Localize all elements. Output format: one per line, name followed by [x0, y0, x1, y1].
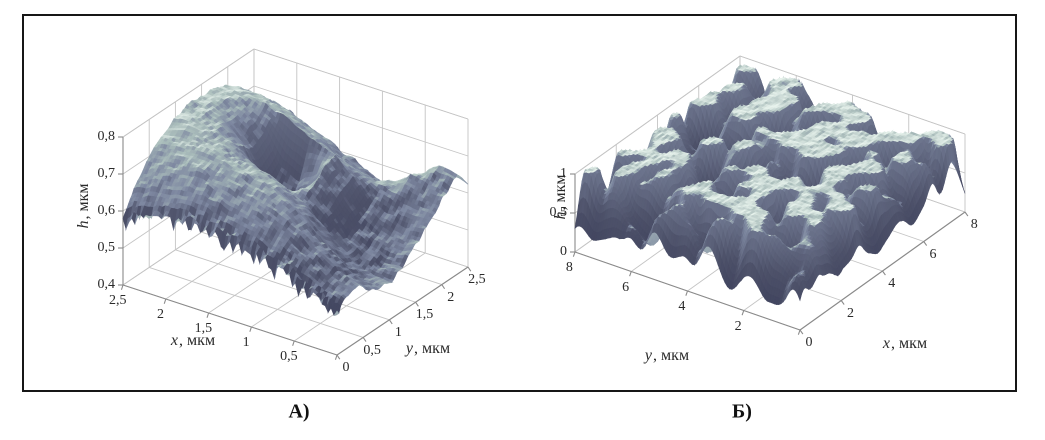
plot-B-corner-zero-tick: 0	[805, 335, 813, 350]
plot-A-right-edge-tick: 1,5	[415, 307, 434, 323]
plot-a-x-var: x	[170, 332, 179, 349]
plot-B-left-edge-tick: 4	[678, 299, 686, 315]
plot-A-right-edge-tick: 2,5	[468, 272, 486, 288]
plot-A-left-edge-tick: 2,5	[108, 293, 127, 309]
plot-B-right-edge-tick: 8	[970, 217, 978, 232]
plot-A-z-tick: 0,7	[97, 166, 116, 181]
plot-B-left-edge-tick: 2	[734, 318, 742, 334]
plot-B-z-tick: 0,5	[549, 205, 568, 220]
plot-a-x-unit: , мкм	[179, 332, 216, 349]
plot-a-x-axis-label: x, мкм	[171, 332, 215, 350]
plot-a-y-unit: , мкм	[414, 340, 451, 357]
plot-a-y-var: y	[405, 340, 414, 357]
plot-a-z-axis-label: h, мкм	[75, 183, 93, 228]
caption-plot-b: Б)	[732, 400, 752, 423]
plot-A-right-edge-tick: 2	[447, 289, 455, 305]
plot-B-left-edge-tick: 8	[565, 260, 573, 276]
plot-A-z-tick: 0,6	[97, 203, 116, 218]
plot-A-left-edge-tick: 1,5	[194, 321, 213, 337]
plot-B-right-edge-tick: 4	[888, 276, 896, 291]
plot-A-right-edge-tick: 1	[394, 325, 402, 341]
plot-A-z-tick: 0,5	[97, 240, 116, 255]
plot-a-y-axis-label: y, мкм	[406, 340, 450, 358]
plot-A-corner-zero-tick: 0	[342, 360, 350, 375]
plot-A-left-edge-tick: 1	[242, 335, 250, 351]
plot-b-x-unit: , мкм	[891, 335, 928, 352]
plot-B-left-edge-tick: 6	[622, 279, 630, 295]
plot-b-y-var: y	[644, 347, 653, 364]
plot-A-left-edge-tick: 0,5	[280, 349, 298, 365]
plot-A-right-edge-tick: 0,5	[363, 342, 381, 358]
plot-b-y-axis-label: y, мкм	[645, 347, 689, 365]
plot-A-left-edge-tick: 2	[157, 307, 164, 323]
plot-A-z-tick: 0,8	[97, 129, 116, 144]
plot-a-z-var: h	[75, 220, 92, 229]
plot-B-z-tick: 0	[560, 244, 567, 259]
plot-b-x-axis-label: x, мкм	[883, 335, 927, 353]
plot-B-right-edge-tick: 2	[847, 305, 855, 321]
plot-b-x-var: x	[882, 335, 891, 352]
caption-plot-a: А)	[288, 400, 310, 423]
plot-A-z-tick: 0,4	[97, 277, 116, 292]
plot-B-z-tick: 1	[560, 166, 567, 181]
plot-B-right-edge-tick: 6	[929, 246, 937, 262]
plot-b-y-unit: , мкм	[653, 347, 690, 364]
plot-a-z-unit: , мкм	[75, 183, 92, 220]
